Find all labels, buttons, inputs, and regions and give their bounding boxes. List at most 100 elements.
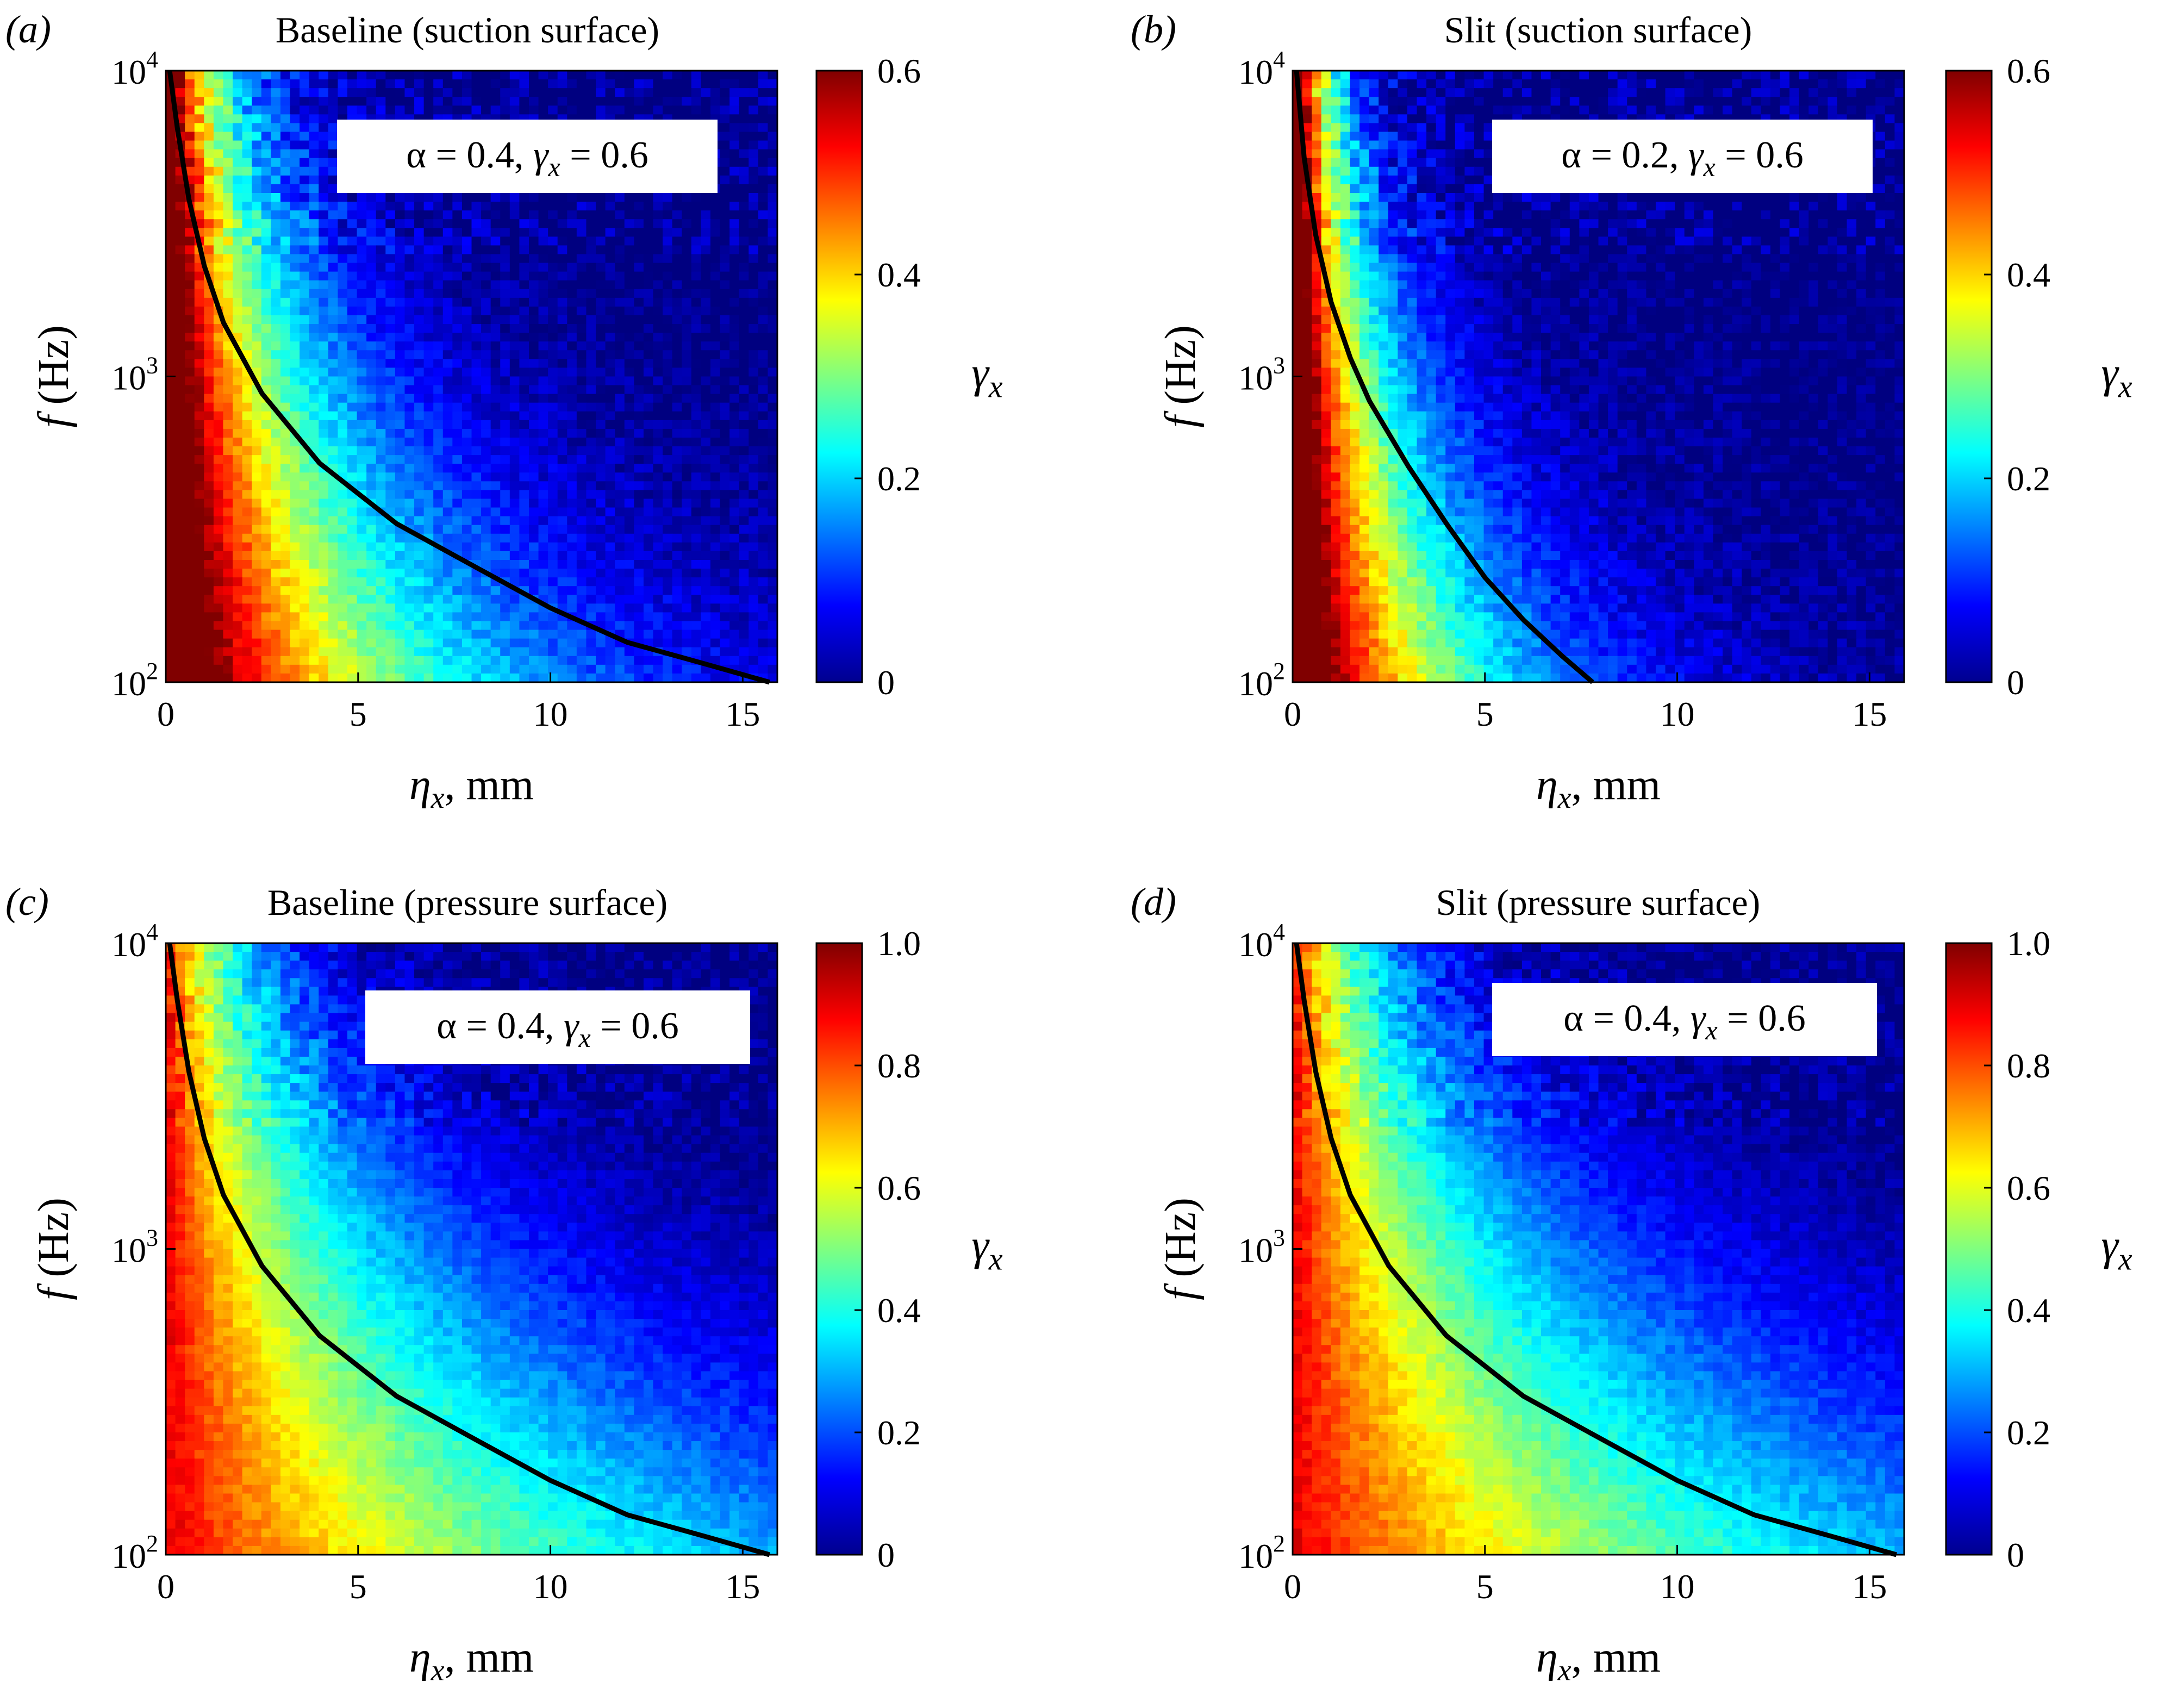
heatmap-cell — [319, 193, 328, 202]
heatmap-cell — [385, 595, 395, 604]
heatmap-cell — [663, 612, 672, 621]
heatmap-cell — [768, 455, 777, 464]
heatmap-cell — [729, 377, 739, 386]
heatmap-cell — [558, 367, 567, 377]
heatmap-cell — [433, 228, 443, 237]
heatmap-cell — [749, 639, 758, 648]
heatmap-cell — [261, 307, 271, 316]
heatmap-cell — [271, 254, 280, 264]
heatmap-cell — [1675, 97, 1685, 106]
heatmap-cell — [271, 481, 280, 490]
heatmap-cell — [548, 219, 558, 228]
heatmap-cell — [596, 543, 606, 552]
heatmap-cell — [606, 525, 615, 534]
heatmap-cell — [195, 577, 204, 587]
heatmap-cell — [729, 123, 739, 132]
heatmap-cell — [195, 210, 204, 220]
heatmap-cell — [539, 612, 548, 621]
heatmap-cell — [233, 245, 242, 254]
heatmap-cell — [424, 272, 434, 281]
heatmap-cell — [309, 656, 319, 665]
heatmap-cell — [204, 508, 214, 517]
heatmap-cell — [366, 88, 376, 97]
heatmap-cell — [443, 236, 453, 246]
heatmap-cell — [366, 254, 376, 264]
heatmap-cell — [462, 464, 472, 473]
heatmap-cell — [653, 394, 663, 403]
heatmap-cell — [644, 577, 653, 587]
heatmap-cell — [223, 210, 233, 220]
heatmap-cell — [672, 333, 682, 342]
heatmap-cell — [625, 403, 634, 412]
heatmap-cell — [233, 412, 242, 421]
heatmap-cell — [720, 429, 730, 438]
heatmap-cell — [710, 210, 720, 220]
heatmap-cell — [357, 446, 367, 456]
heatmap-cell — [606, 569, 615, 578]
heatmap-cell — [567, 88, 577, 97]
heatmap-cell — [195, 586, 204, 595]
heatmap-cell — [309, 341, 319, 351]
heatmap-cell — [319, 403, 328, 412]
heatmap-cell — [682, 508, 691, 517]
heatmap-cell — [729, 455, 739, 464]
heatmap-cell — [529, 525, 539, 534]
heatmap-cell — [300, 324, 309, 333]
heatmap-cell — [395, 603, 405, 613]
heatmap-cell — [395, 586, 405, 595]
heatmap-cell — [491, 377, 501, 386]
heatmap-cell — [625, 534, 634, 543]
heatmap-cell — [395, 219, 405, 228]
heatmap-cell — [443, 621, 453, 631]
heatmap-cell — [596, 472, 606, 482]
heatmap-cell — [606, 245, 615, 254]
heatmap-cell — [347, 228, 357, 237]
heatmap-cell — [500, 455, 510, 464]
heatmap-cell — [749, 560, 758, 569]
heatmap-cell — [328, 88, 338, 97]
heatmap-cell — [309, 210, 319, 220]
heatmap-cell — [586, 490, 596, 499]
heatmap-cell — [1369, 79, 1379, 89]
heatmap-cell — [414, 499, 424, 508]
heatmap-cell — [606, 464, 615, 473]
heatmap-cell — [720, 367, 730, 377]
heatmap-cell — [214, 630, 223, 639]
heatmap-cell — [768, 429, 777, 438]
heatmap-cell — [577, 272, 587, 281]
heatmap-cell — [452, 446, 462, 456]
heatmap-cell — [1312, 97, 1321, 106]
heatmap-cell — [729, 341, 739, 351]
heatmap-cell — [758, 577, 768, 587]
heatmap-cell — [357, 263, 367, 272]
heatmap-cell — [768, 446, 777, 456]
heatmap-cell — [768, 481, 777, 490]
heatmap-cell — [567, 438, 577, 447]
heatmap-cell — [701, 499, 710, 508]
heatmap-cell — [1608, 88, 1618, 97]
heatmap-cell — [1656, 88, 1666, 97]
heatmap-cell — [204, 429, 214, 438]
heatmap-cell — [739, 333, 749, 342]
heatmap-cell — [233, 551, 242, 560]
heatmap-cell — [768, 464, 777, 473]
heatmap-cell — [233, 219, 242, 228]
heatmap-cell — [290, 569, 300, 578]
heatmap-cell — [481, 359, 491, 368]
heatmap-cell — [481, 420, 491, 429]
heatmap-cell — [701, 272, 710, 281]
heatmap-cell — [1847, 105, 1857, 115]
heatmap-cell — [548, 429, 558, 438]
heatmap-cell — [529, 228, 539, 237]
heatmap-cell — [309, 630, 319, 639]
heatmap-cell — [691, 324, 701, 333]
heatmap-cell — [166, 359, 176, 368]
heatmap-cell — [309, 595, 319, 604]
heatmap-cell — [280, 298, 290, 307]
heatmap-cell — [729, 71, 739, 80]
heatmap-cell — [663, 280, 672, 290]
heatmap-cell — [376, 569, 386, 578]
heatmap-cell — [1464, 71, 1474, 80]
heatmap-cell — [558, 289, 567, 298]
heatmap-cell — [176, 551, 185, 560]
